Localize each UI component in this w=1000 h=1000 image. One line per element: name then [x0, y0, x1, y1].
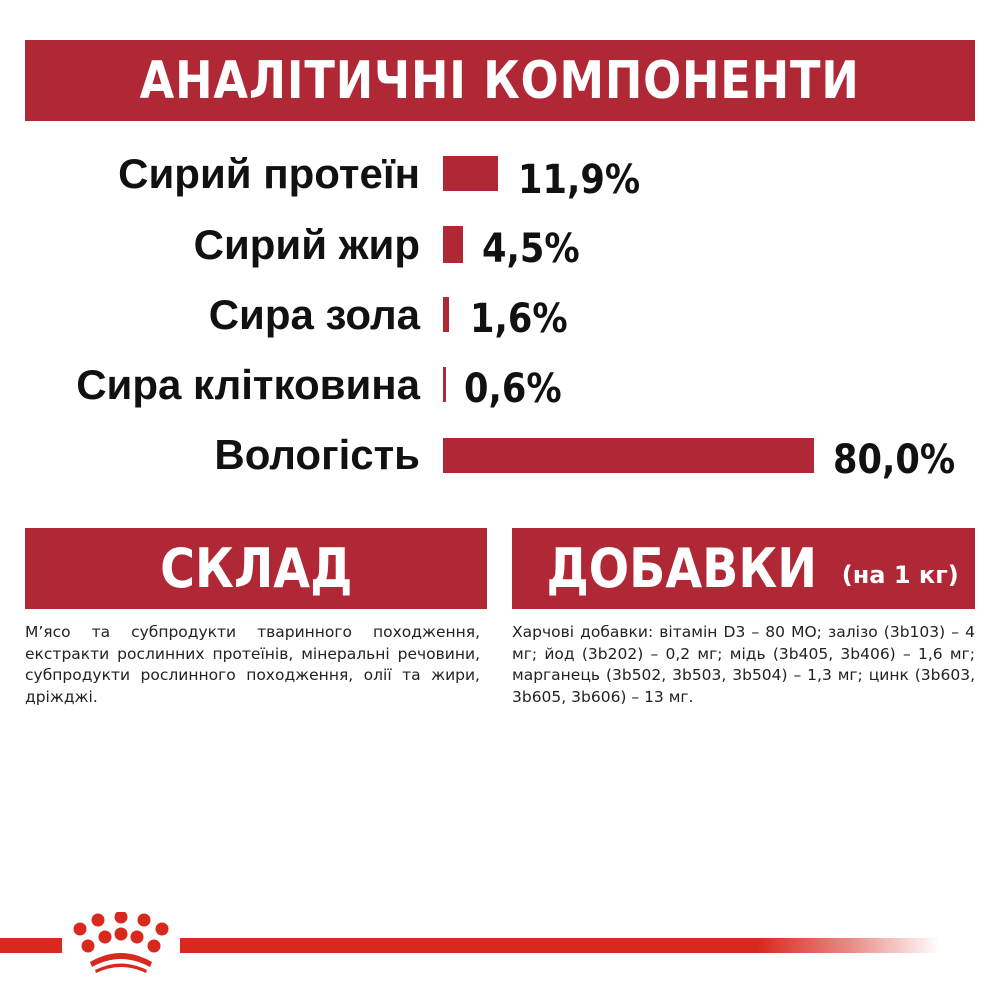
- chart-row-ash: Сира зола 1,6%: [0, 291, 1000, 340]
- bar-ash: [443, 297, 449, 332]
- chart-row-protein: Сирий протеїн 11,9%: [0, 150, 1000, 201]
- additives-text: Харчові добавки: вітамін D3 – 80 МО; зал…: [512, 623, 975, 706]
- composition-text: М’ясо та субпродукти тваринного походжен…: [25, 623, 480, 706]
- analytics-header: АНАЛІТИЧНІ КОМПОНЕНТИ: [25, 40, 975, 121]
- bar-moisture: [443, 438, 814, 473]
- row-label: Сирий жир: [193, 221, 420, 268]
- analytics-title: АНАЛІТИЧНІ КОМПОНЕНТИ: [139, 50, 861, 111]
- brand-line-left: [0, 938, 62, 953]
- additives-subtitle: (на 1 кг): [841, 560, 959, 589]
- additives-title: ДОБАВКИ: [546, 537, 818, 600]
- bar-fiber: [443, 367, 446, 402]
- row-value: 4,5%: [482, 226, 580, 272]
- brand-line-right: [180, 938, 940, 953]
- crown-icon: [73, 912, 169, 973]
- chart-row-moisture: Вологість 80,0%: [0, 431, 1000, 481]
- row-label: Сира зола: [208, 291, 420, 338]
- chart-row-fiber: Сира клітковина 0,6%: [0, 361, 1000, 410]
- bar-protein: [443, 156, 498, 191]
- row-value: 0,6%: [464, 366, 562, 412]
- bar-fat: [443, 226, 463, 263]
- row-value: 1,6%: [470, 296, 568, 342]
- composition-title: СКЛАД: [159, 537, 353, 600]
- additives-header: ДОБАВКИ (на 1 кг): [512, 528, 975, 609]
- row-value: 11,9%: [518, 157, 641, 203]
- row-label: Сира клітковина: [76, 361, 420, 408]
- row-value: 80,0%: [833, 437, 956, 483]
- row-label: Вологість: [214, 431, 420, 478]
- chart-row-fat: Сирий жир 4,5%: [0, 221, 1000, 270]
- composition-header: СКЛАД: [25, 528, 487, 609]
- row-label: Сирий протеїн: [118, 150, 420, 197]
